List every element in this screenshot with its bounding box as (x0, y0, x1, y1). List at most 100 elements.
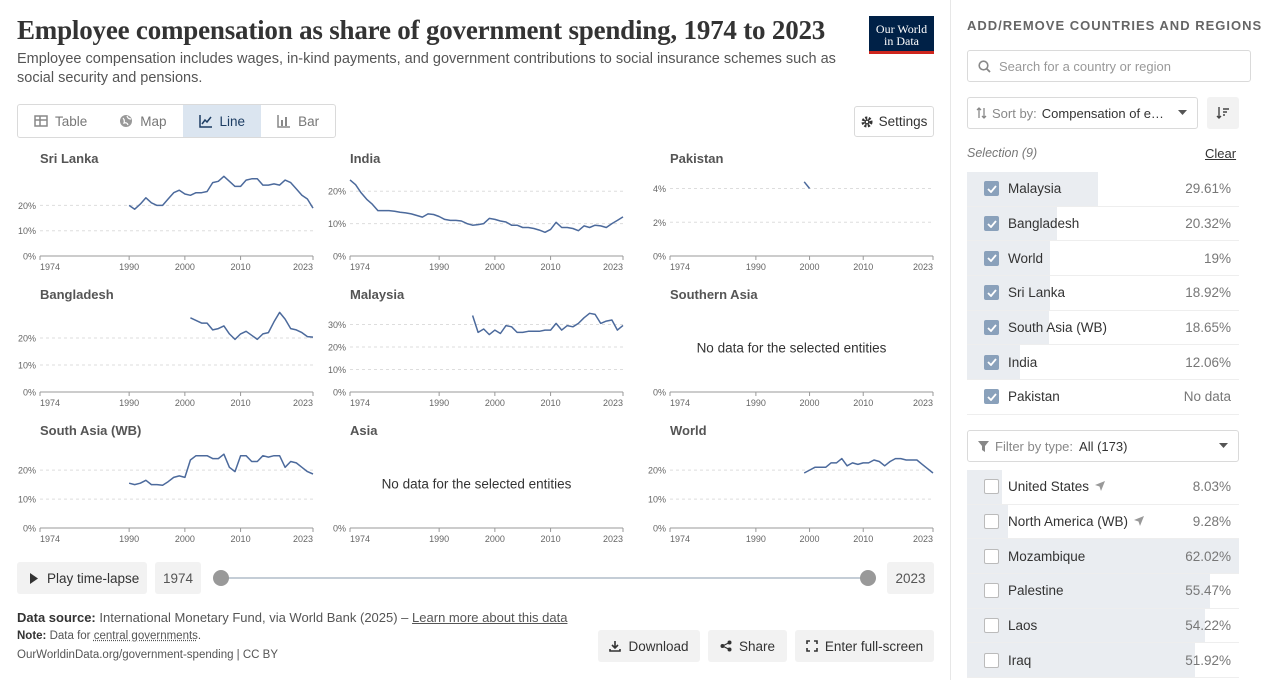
footer-url[interactable]: OurWorldinData.org/government-spending |… (17, 649, 279, 661)
x-tick-label: 1990 (429, 398, 449, 408)
tab-map-label: Map (140, 113, 167, 129)
chart-area: Employee compensation as share of govern… (17, 15, 934, 662)
checkbox[interactable] (984, 354, 999, 370)
entity-row[interactable]: Mozambique 62.02% (967, 539, 1239, 575)
series-line (128, 175, 314, 210)
x-tick-label: 2010 (541, 262, 561, 272)
x-tick-label: 2023 (293, 262, 313, 272)
search-input[interactable] (999, 58, 1239, 74)
entity-name: Mozambique (1008, 548, 1086, 564)
checkbox[interactable] (984, 514, 999, 530)
x-tick-label: 2023 (913, 534, 933, 544)
y-tick-label: 20% (18, 334, 36, 344)
checkbox[interactable] (984, 548, 999, 564)
start-year-box[interactable]: 1974 (155, 562, 201, 594)
entity-row[interactable]: Iraq 51.92% (967, 643, 1239, 679)
entity-name: Malaysia (1008, 181, 1062, 197)
x-tick-label: 2023 (603, 534, 623, 544)
entity-row[interactable]: World 19% (967, 241, 1239, 277)
owid-logo[interactable]: Our World in Data (869, 16, 934, 54)
entity-row[interactable]: Pakistan No data (967, 380, 1239, 415)
clear-button[interactable]: Clear (1205, 146, 1237, 161)
fullscreen-button[interactable]: Enter full-screen (795, 630, 934, 662)
facet-title: India (350, 151, 381, 166)
timeline-end-handle[interactable] (860, 570, 876, 586)
sort-direction-button[interactable] (1207, 97, 1239, 129)
entity-row[interactable]: Sri Lanka 18.92% (967, 276, 1239, 311)
entity-value: 55.47% (1185, 583, 1231, 599)
tab-line[interactable]: Line (182, 105, 262, 137)
search-box[interactable] (967, 50, 1251, 82)
x-tick-label: 2010 (853, 534, 873, 544)
entity-row[interactable]: Bangladesh 20.32% (967, 206, 1239, 242)
x-tick-label: 1974 (40, 262, 60, 272)
timeline-start-handle[interactable] (213, 570, 229, 586)
entity-value: 18.65% (1185, 320, 1231, 336)
share-button[interactable]: Share (708, 630, 787, 662)
entity-row[interactable]: United States 8.03% (967, 470, 1239, 505)
entity-row[interactable]: North America (WB) 9.28% (967, 504, 1239, 540)
facet-title: Pakistan (670, 151, 724, 166)
entity-name-wrap: India (1008, 355, 1037, 370)
x-tick-label: 2000 (175, 398, 195, 408)
sort-select[interactable]: Sort by: Compensation of employees (967, 97, 1198, 129)
entity-row[interactable]: Malaysia 29.61% (967, 172, 1239, 207)
x-tick-label: 2023 (913, 398, 933, 408)
settings-button[interactable]: Settings (854, 106, 934, 137)
entity-name-wrap: South Asia (WB) (1008, 320, 1107, 335)
x-tick-label: 2000 (485, 398, 505, 408)
series-line (128, 453, 314, 486)
checkbox[interactable] (984, 618, 999, 634)
x-tick-label: 1974 (670, 398, 690, 408)
tab-bar[interactable]: Bar (261, 105, 335, 137)
checkbox[interactable] (984, 216, 999, 232)
entity-value: 20.32% (1185, 216, 1231, 232)
checkbox[interactable] (984, 320, 999, 336)
panel-title: ADD/REMOVE COUNTRIES AND REGIONS (967, 18, 1263, 33)
entity-row[interactable]: Palestine 55.47% (967, 574, 1239, 609)
y-tick-label: 20% (328, 343, 346, 353)
entity-name: Sri Lanka (1008, 285, 1066, 301)
checkbox[interactable] (984, 583, 999, 599)
tab-bar-label: Bar (298, 113, 320, 129)
sort-value: Compensation of employees (1041, 105, 1172, 121)
y-tick-label: 10% (328, 365, 346, 375)
entity-name-wrap: World (1008, 251, 1043, 266)
download-button[interactable]: Download (598, 630, 700, 662)
checkbox[interactable] (984, 389, 999, 405)
tab-table[interactable]: Table (18, 105, 103, 137)
checkbox[interactable] (984, 181, 999, 197)
entity-name-wrap: Mozambique (1008, 549, 1085, 564)
entity-name-wrap: North America (WB) (1008, 514, 1145, 530)
tab-map[interactable]: Map (103, 105, 182, 137)
checkbox[interactable] (984, 285, 999, 301)
location-arrow-icon (1134, 514, 1145, 529)
central-governments-link[interactable]: central governments (93, 630, 198, 642)
data-source-label: Data source: (17, 610, 96, 625)
note-label: Note: (17, 630, 47, 642)
entity-selector-panel: ADD/REMOVE COUNTRIES AND REGIONS Sort by… (951, 0, 1268, 680)
end-year-box[interactable]: 2023 (887, 562, 934, 594)
checkbox[interactable] (984, 652, 999, 668)
filter-select[interactable]: Filter by type: All (173) (967, 430, 1239, 462)
entity-value: 19% (1203, 250, 1231, 266)
timeline-track[interactable] (221, 577, 868, 579)
entity-row[interactable]: Laos 54.22% (967, 608, 1239, 644)
entity-name: North America (WB) (1008, 514, 1129, 530)
x-tick-label: 1974 (350, 398, 370, 408)
chart-subtitle: Employee compensation includes wages, in… (17, 51, 836, 86)
learn-more-link[interactable]: Learn more about this data (412, 610, 568, 625)
entity-row[interactable]: India 12.06% (967, 345, 1239, 381)
facet-title: Southern Asia (670, 287, 758, 302)
note-text: Data for (49, 630, 91, 642)
y-tick-label: 0% (23, 524, 36, 534)
y-tick-label: 0% (333, 388, 346, 398)
value-bar (967, 574, 1211, 608)
checkbox[interactable] (984, 479, 999, 495)
checkbox[interactable] (984, 250, 999, 266)
play-timelapse-button[interactable]: Play time-lapse (17, 562, 147, 594)
x-tick-label: 2010 (231, 398, 251, 408)
entity-name: India (1008, 354, 1038, 370)
entity-row[interactable]: South Asia (WB) 18.65% (967, 310, 1239, 346)
entity-name: Laos (1008, 618, 1038, 634)
